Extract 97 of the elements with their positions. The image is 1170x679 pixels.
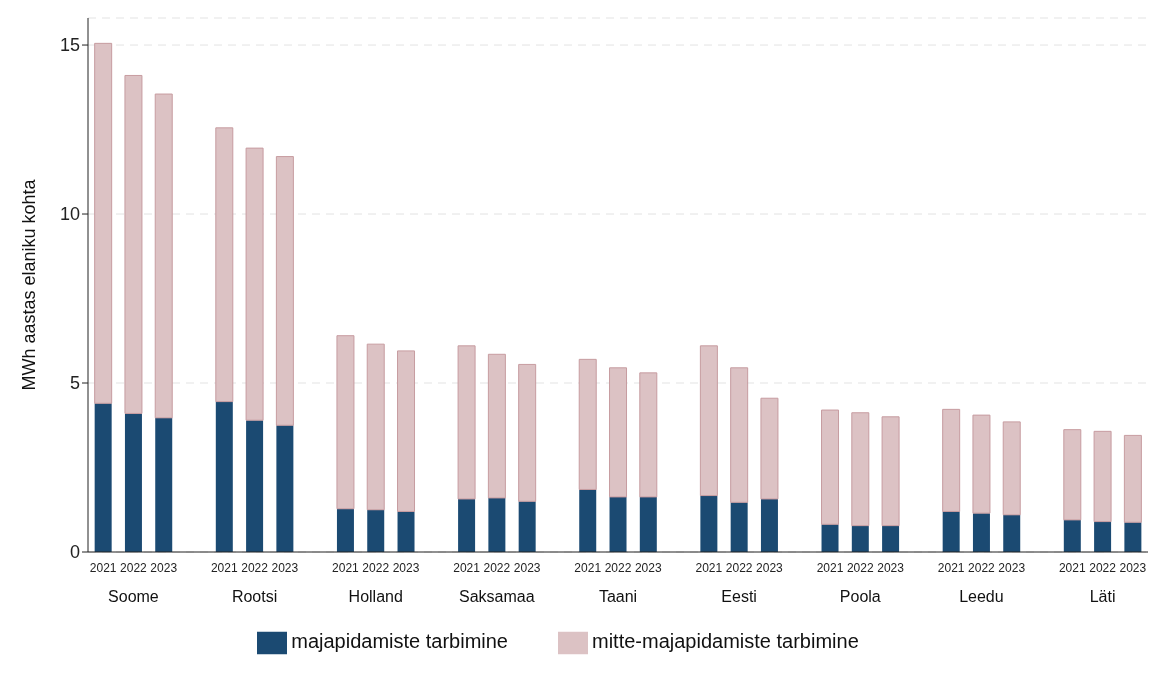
bar (639, 496, 657, 552)
x-tick-label: 2022 (846, 561, 874, 575)
bar (276, 425, 294, 552)
x-tick-label: 2023 (756, 561, 784, 575)
y-tick-label: 5 (69, 373, 80, 394)
text: Holland (348, 588, 403, 605)
x-tick-label: 2022 (725, 561, 753, 575)
x-tick-label: 2022 (120, 561, 148, 575)
text: Rootsi (231, 588, 278, 605)
bar (609, 496, 627, 552)
bar (639, 372, 658, 498)
text: Saksamaa (459, 588, 535, 605)
x-tick-label: 2023 (998, 561, 1026, 575)
text: Eesti (721, 588, 757, 605)
bar (760, 498, 778, 552)
bar (699, 345, 718, 497)
bar (518, 363, 537, 502)
x-tick-label: 2021 (210, 561, 238, 575)
bar (215, 127, 234, 403)
x-tick-label: 2022 (241, 561, 269, 575)
y-tick-label: 15 (59, 35, 80, 56)
x-tick-label: 2022 (1089, 561, 1117, 575)
x-tick-label: 2022 (483, 561, 511, 575)
bar (487, 353, 506, 499)
bar (1094, 521, 1112, 552)
y-tick-label: 0 (69, 542, 80, 563)
text: Leedu (959, 588, 1004, 605)
bar (1063, 429, 1082, 521)
bar (851, 412, 870, 527)
text: Läti (1089, 588, 1116, 605)
bar (458, 498, 476, 552)
bar (367, 509, 385, 552)
bar (851, 525, 869, 552)
bar (578, 358, 597, 490)
bar (124, 413, 142, 552)
bar (397, 511, 415, 552)
bar (366, 343, 385, 511)
bar (1003, 514, 1021, 552)
bar (942, 408, 961, 512)
x-tick-label: 2021 (453, 561, 481, 575)
x-tick-label: 2021 (332, 561, 360, 575)
bar (518, 501, 536, 552)
bar (245, 147, 264, 421)
bar (246, 420, 264, 552)
bar (94, 42, 113, 404)
bar (821, 524, 839, 552)
x-tick-label: 2023 (150, 561, 178, 575)
bar (1093, 430, 1112, 523)
x-tick-label: 2023 (271, 561, 299, 575)
x-tick-label: 2021 (937, 561, 965, 575)
bar (730, 367, 749, 503)
x-tick-label: 2022 (362, 561, 390, 575)
bar (397, 350, 416, 512)
bar (275, 156, 294, 426)
x-tick-label: 2021 (574, 561, 602, 575)
legend-label: mitte-majapidamiste tarbimine (592, 630, 859, 653)
bar (972, 513, 990, 552)
text: Soome (108, 588, 159, 605)
y-axis-title: MWh aastas elaniku kohta (19, 178, 40, 391)
x-tick-label: 2021 (816, 561, 844, 575)
x-tick-label: 2022 (604, 561, 632, 575)
bar (730, 502, 748, 552)
text: Taani (598, 588, 638, 605)
x-tick-label: 2021 (1058, 561, 1086, 575)
bar (760, 397, 779, 500)
bar (1123, 434, 1142, 523)
x-tick-label: 2023 (634, 561, 662, 575)
bar (336, 335, 355, 510)
bar (1063, 519, 1081, 552)
bar (609, 367, 628, 498)
x-tick-label: 2023 (392, 561, 420, 575)
x-tick-label: 2023 (1119, 561, 1147, 575)
x-tick-label: 2022 (968, 561, 996, 575)
bar (1124, 522, 1142, 552)
bar (457, 345, 476, 500)
bar (154, 93, 173, 419)
x-tick-label: 2021 (89, 561, 117, 575)
y-tick-label: 10 (59, 204, 80, 225)
bar (94, 403, 112, 552)
bar (821, 409, 840, 525)
bar (579, 489, 597, 552)
bar (942, 511, 960, 552)
text: Poola (839, 588, 881, 605)
x-tick-label: 2023 (513, 561, 541, 575)
legend-label: majapidamiste tarbimine (291, 630, 508, 653)
bar (1002, 421, 1021, 516)
x-tick-label: 2021 (695, 561, 723, 575)
x-tick-label: 2023 (877, 561, 905, 575)
bar (336, 508, 354, 552)
bar (972, 414, 991, 514)
bar (215, 401, 233, 552)
bar (124, 74, 143, 414)
bar (700, 495, 718, 552)
bar (882, 525, 900, 552)
bar (155, 417, 173, 552)
bar (488, 497, 506, 552)
bar (881, 416, 900, 527)
